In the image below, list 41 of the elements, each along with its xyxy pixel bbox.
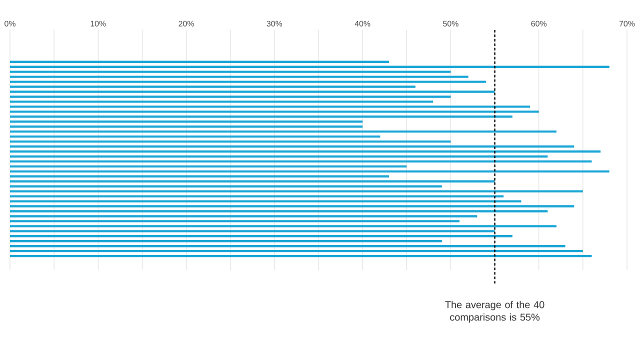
bar <box>10 240 442 242</box>
bar <box>10 160 592 163</box>
bar <box>10 86 416 88</box>
ref-line-label: The average of the 40 comparisons is 55% <box>445 300 544 323</box>
bar <box>10 215 478 218</box>
bar <box>10 120 363 123</box>
bar <box>10 80 486 83</box>
bar <box>10 250 583 252</box>
bar <box>10 180 495 182</box>
bar <box>10 225 556 228</box>
bar <box>10 210 548 212</box>
bar <box>10 145 574 148</box>
bar <box>10 60 390 63</box>
bar <box>10 155 548 158</box>
bar <box>10 110 539 113</box>
bar <box>10 90 495 93</box>
bar <box>10 200 522 202</box>
bar <box>10 126 363 128</box>
bar <box>10 185 442 188</box>
bar <box>10 190 583 192</box>
bar <box>10 100 434 103</box>
bar <box>10 205 574 208</box>
bar <box>10 230 495 232</box>
bar <box>10 66 610 68</box>
bar <box>10 106 530 108</box>
bar <box>10 235 512 238</box>
bar <box>10 130 556 133</box>
bar <box>10 195 504 198</box>
bar <box>10 135 380 138</box>
bar <box>10 175 390 178</box>
bar <box>10 76 468 78</box>
bar <box>10 150 601 153</box>
bar <box>10 165 407 168</box>
bar <box>10 140 451 143</box>
bar <box>10 96 451 98</box>
bar <box>10 220 460 222</box>
bar <box>10 245 566 248</box>
bar <box>10 170 610 173</box>
bar <box>10 70 451 73</box>
bar <box>10 254 592 258</box>
bar <box>10 116 512 118</box>
